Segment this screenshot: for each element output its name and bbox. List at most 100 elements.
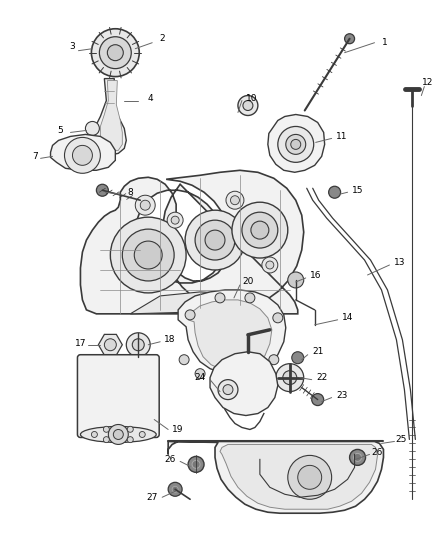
Polygon shape — [130, 292, 270, 314]
Circle shape — [167, 212, 183, 228]
Circle shape — [127, 437, 133, 442]
Circle shape — [122, 229, 174, 281]
Text: 21: 21 — [312, 347, 323, 356]
Text: 3: 3 — [70, 42, 75, 51]
Circle shape — [215, 293, 225, 303]
Text: 26: 26 — [164, 455, 176, 464]
Circle shape — [276, 364, 304, 392]
Circle shape — [113, 430, 124, 439]
Text: 16: 16 — [310, 271, 321, 280]
Circle shape — [85, 122, 99, 135]
Polygon shape — [210, 352, 278, 416]
Text: 1: 1 — [381, 38, 387, 47]
Circle shape — [288, 272, 304, 288]
Text: 24: 24 — [194, 373, 206, 382]
Circle shape — [266, 261, 274, 269]
Text: 25: 25 — [396, 435, 407, 444]
Text: 10: 10 — [246, 94, 258, 103]
Circle shape — [253, 369, 263, 378]
Circle shape — [251, 221, 269, 239]
Circle shape — [345, 34, 355, 44]
Text: 18: 18 — [164, 335, 176, 344]
Circle shape — [172, 486, 178, 492]
Circle shape — [99, 37, 131, 69]
Circle shape — [168, 482, 182, 496]
Circle shape — [171, 216, 179, 224]
Circle shape — [103, 437, 110, 442]
FancyBboxPatch shape — [78, 355, 159, 438]
Circle shape — [353, 454, 361, 462]
Circle shape — [312, 393, 324, 406]
Circle shape — [126, 333, 150, 357]
Circle shape — [283, 370, 297, 385]
Polygon shape — [50, 134, 115, 171]
Text: 19: 19 — [173, 425, 184, 434]
Text: 5: 5 — [58, 126, 64, 135]
Text: 8: 8 — [127, 188, 133, 197]
Circle shape — [92, 432, 97, 438]
Polygon shape — [188, 300, 272, 372]
Text: 12: 12 — [422, 78, 433, 87]
Circle shape — [134, 241, 162, 269]
Text: 26: 26 — [372, 448, 383, 457]
Circle shape — [96, 184, 108, 196]
Circle shape — [140, 200, 150, 210]
Circle shape — [185, 210, 245, 270]
Circle shape — [230, 196, 240, 205]
Circle shape — [104, 339, 117, 351]
Text: 27: 27 — [147, 493, 158, 502]
Polygon shape — [178, 290, 286, 375]
Circle shape — [218, 379, 238, 400]
Circle shape — [298, 465, 321, 489]
Text: 2: 2 — [159, 34, 165, 43]
Circle shape — [242, 212, 278, 248]
Circle shape — [226, 191, 244, 209]
Circle shape — [288, 455, 332, 499]
Circle shape — [179, 355, 189, 365]
Circle shape — [72, 146, 92, 165]
Text: 14: 14 — [342, 313, 353, 322]
Text: 23: 23 — [336, 391, 347, 400]
Text: 20: 20 — [242, 278, 254, 286]
Ellipse shape — [81, 426, 156, 442]
Polygon shape — [81, 171, 304, 314]
Circle shape — [107, 45, 124, 61]
Circle shape — [195, 369, 205, 378]
Circle shape — [286, 134, 306, 155]
Text: 11: 11 — [336, 132, 347, 141]
Text: 4: 4 — [148, 94, 153, 103]
Circle shape — [192, 461, 200, 469]
Circle shape — [232, 202, 288, 258]
Circle shape — [269, 355, 279, 365]
Polygon shape — [100, 80, 122, 150]
Circle shape — [92, 29, 139, 77]
Circle shape — [132, 339, 144, 351]
Circle shape — [64, 138, 100, 173]
Text: 17: 17 — [75, 339, 86, 348]
Circle shape — [135, 195, 155, 215]
Circle shape — [205, 230, 225, 250]
Polygon shape — [268, 115, 325, 172]
Polygon shape — [92, 78, 126, 155]
Circle shape — [273, 313, 283, 323]
Circle shape — [262, 257, 278, 273]
Circle shape — [223, 385, 233, 394]
Text: 7: 7 — [33, 152, 39, 161]
Circle shape — [350, 449, 366, 465]
Circle shape — [185, 310, 195, 320]
Polygon shape — [168, 441, 384, 513]
Text: 22: 22 — [316, 373, 327, 382]
Circle shape — [195, 220, 235, 260]
Circle shape — [278, 126, 314, 163]
Text: 15: 15 — [352, 185, 363, 195]
Circle shape — [328, 186, 341, 198]
Circle shape — [238, 95, 258, 116]
Circle shape — [103, 426, 110, 432]
Polygon shape — [220, 445, 378, 509]
Circle shape — [188, 456, 204, 472]
Circle shape — [291, 140, 301, 149]
Circle shape — [139, 432, 145, 438]
Circle shape — [108, 424, 128, 445]
Text: 13: 13 — [394, 257, 405, 266]
Circle shape — [243, 101, 253, 110]
